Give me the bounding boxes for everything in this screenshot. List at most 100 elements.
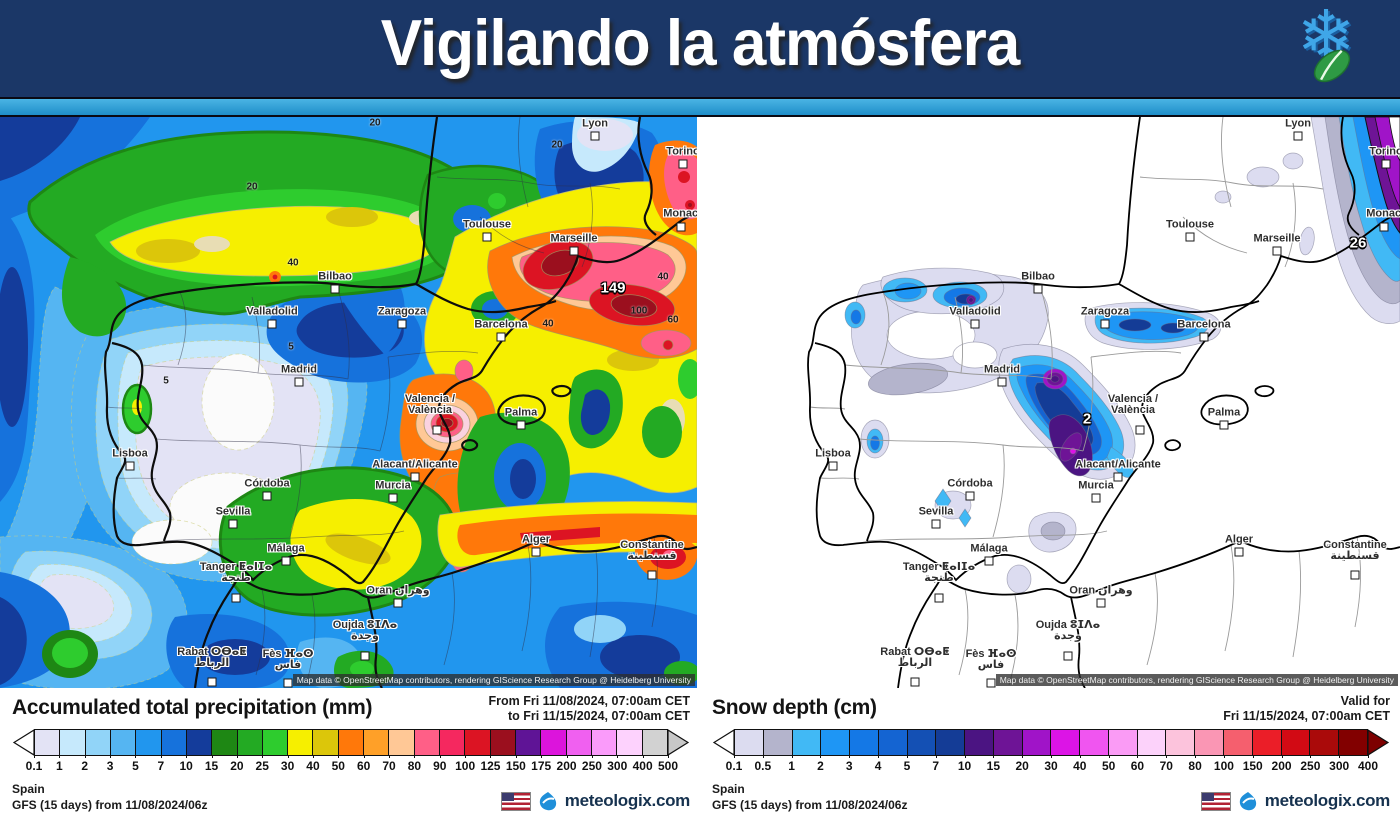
tick-mark — [490, 755, 492, 758]
tick-mark — [389, 755, 391, 758]
colorbar-segments — [734, 729, 1368, 756]
us-flag-icon — [1200, 791, 1231, 811]
colorbar-segment — [363, 730, 389, 755]
colorbar-segment — [261, 730, 288, 755]
colorbar-segment — [906, 730, 936, 755]
tick-mark — [465, 755, 467, 758]
tick-mark — [211, 755, 213, 758]
tick-mark — [993, 755, 995, 758]
brand-name[interactable]: meteologix.com — [1264, 791, 1391, 810]
colorbar-segment — [1050, 730, 1080, 755]
colorbar-segment — [1107, 730, 1137, 755]
snow-legend-title: Snow depth (cm) — [712, 696, 877, 719]
tick-label: 100 — [455, 759, 476, 773]
snow-colorbar-ticks: 0.1 0.5 1 2 3 4 5 7 10 15 20 30 40 50 60 70 80 100 150 200 2… — [726, 755, 1378, 775]
tick-label: 70 — [382, 759, 396, 773]
tick-label: 60 — [356, 759, 371, 773]
colorbar-segment — [1136, 730, 1166, 755]
colorbar-segment — [388, 730, 414, 755]
snow-valid-label: Valid for — [1340, 694, 1390, 708]
tick-mark — [1281, 755, 1283, 758]
tick-label: 400 — [632, 759, 653, 773]
tick-label: 20 — [230, 759, 244, 773]
precipitation-legend: Accumulated total precipitation (mm) Fro… — [0, 688, 700, 817]
tick-mark — [363, 755, 365, 758]
tick-mark — [34, 755, 35, 758]
colorbar-segment — [877, 730, 907, 755]
colorbar-segment — [1338, 730, 1367, 755]
meteologix-logo-icon — [1239, 792, 1256, 811]
tick-label: 500 — [657, 759, 679, 773]
tick-label: 3 — [106, 759, 114, 773]
tick-label: 30 — [1044, 759, 1058, 773]
legends-row: Accumulated total precipitation (mm) Fro… — [0, 688, 1400, 817]
tick-mark — [1166, 755, 1168, 758]
tick-mark — [1079, 755, 1081, 758]
header-divider-stripe — [0, 97, 1400, 117]
tick-mark — [566, 755, 568, 758]
tick-label: 200 — [556, 759, 577, 773]
colorbar-segment — [1223, 730, 1252, 755]
colorbar-segment — [1251, 730, 1281, 755]
tick-mark — [84, 755, 86, 758]
colorbar-segment — [287, 730, 313, 755]
colorbar-segment — [791, 730, 821, 755]
tick-mark — [515, 755, 517, 758]
precipitation-period-to: to Fri 11/15/2024, 07:00am CET — [507, 709, 690, 723]
us-flag-icon — [500, 791, 531, 811]
colorbar-segment — [185, 730, 212, 755]
tick-label: 80 — [407, 759, 422, 773]
colorbar-segment — [514, 730, 541, 755]
colorbar-segment — [964, 730, 993, 755]
tick-mark — [1195, 755, 1197, 758]
meteologix-logo-icon — [539, 792, 556, 811]
brand-block: meteologix.com — [1200, 791, 1391, 813]
precipitation-period-from: From Fri 11/08/2024, 07:00am CET — [488, 694, 691, 708]
tick-label: 90 — [433, 759, 447, 773]
colorbar-segment — [849, 730, 878, 755]
colorbar-arrow — [712, 729, 734, 756]
tick-mark — [642, 755, 644, 758]
tick-label: 10 — [179, 759, 193, 773]
colorbar-segment — [1280, 730, 1310, 755]
colorbar-segment — [992, 730, 1022, 755]
colorbar-segment — [540, 730, 566, 755]
colorbar-segment — [565, 730, 591, 755]
model-run-label: GFS (15 days) from 11/08/2024/06z — [712, 798, 908, 812]
tick-label: 10 — [957, 759, 972, 773]
region-label: Spain — [712, 782, 745, 796]
tick-mark — [414, 755, 416, 758]
colorbar-segment — [1194, 730, 1224, 755]
colorbar-segment — [236, 730, 262, 755]
tick-label: 60 — [1130, 759, 1145, 773]
colorbar-segment — [735, 730, 763, 755]
tick-label: 150 — [1242, 759, 1263, 773]
tick-mark — [1368, 755, 1369, 758]
tick-mark — [110, 755, 112, 758]
precipitation-period: From Fri 11/08/2024, 07:00am CET to Fri … — [489, 694, 691, 724]
colorbar-segment — [641, 730, 667, 755]
colorbar-arrow — [668, 729, 690, 756]
colorbar-segment — [109, 730, 136, 755]
colorbar-segment — [337, 730, 364, 755]
precipitation-colorbar — [12, 729, 690, 756]
tick-label: 300 — [607, 759, 628, 773]
tick-mark — [439, 755, 441, 758]
colorbar-segment — [59, 730, 85, 755]
tick-mark — [964, 755, 966, 758]
colorbar-segment — [135, 730, 161, 755]
model-run-label: GFS (15 days) from 11/08/2024/06z — [12, 798, 208, 812]
tick-mark — [1223, 755, 1225, 758]
colorbar-segment — [413, 730, 439, 755]
snow-depth-map[interactable]: 262 LyonTorinoMonacoToulouseMarseilleBil… — [703, 117, 1400, 688]
brand-name[interactable]: meteologix.com — [564, 791, 691, 810]
tick-label: 0.1 — [25, 759, 43, 773]
tick-label: 250 — [1300, 759, 1321, 773]
tick-mark — [59, 755, 61, 758]
tick-label: 250 — [581, 759, 602, 773]
tick-label: 200 — [1271, 759, 1292, 773]
tick-label: 50 — [331, 759, 345, 773]
tick-label: 40 — [1073, 759, 1087, 773]
colorbar-segment — [1079, 730, 1108, 755]
